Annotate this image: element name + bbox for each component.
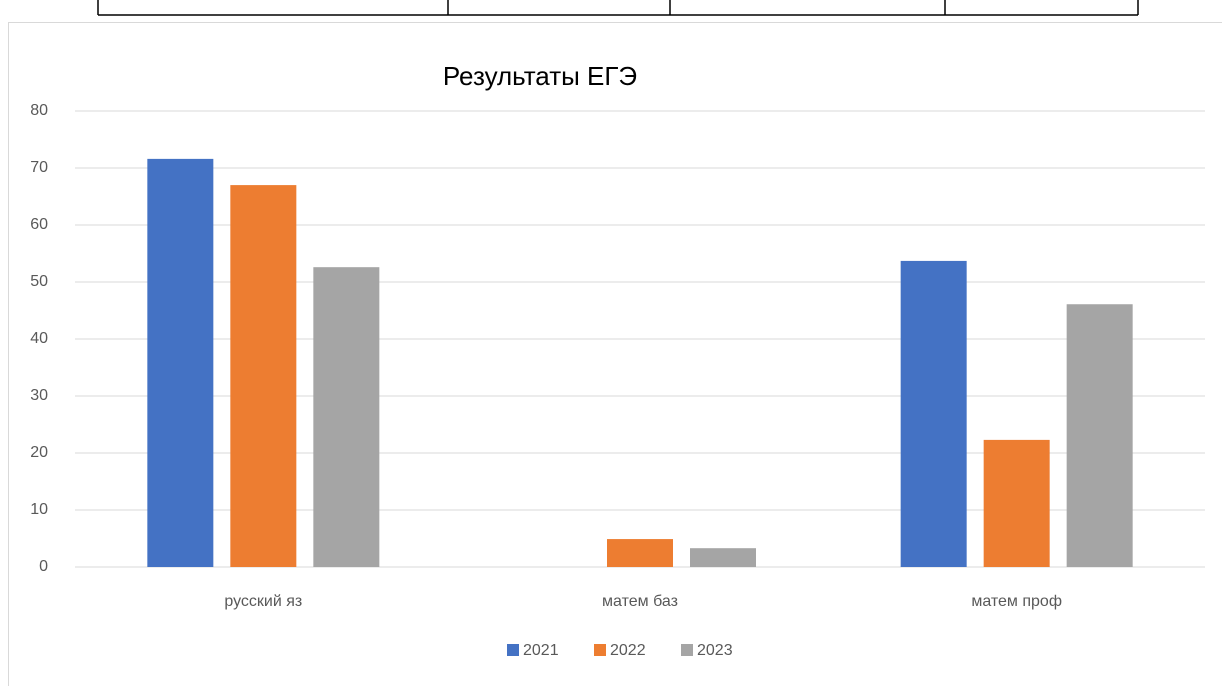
y-tick-label: 70	[30, 159, 48, 176]
legend-swatch	[594, 644, 606, 656]
y-tick-label: 40	[30, 330, 48, 347]
x-tick-label: матем проф	[971, 593, 1062, 610]
legend-swatch	[507, 644, 519, 656]
bar	[230, 185, 297, 567]
y-tick-label: 30	[30, 387, 48, 404]
bar	[147, 158, 214, 567]
chart-title: Результаты ЕГЭ	[443, 61, 637, 91]
bar	[607, 539, 673, 567]
bar	[690, 548, 756, 567]
legend-label: 2023	[697, 642, 733, 659]
y-tick-label: 20	[30, 444, 48, 461]
bar	[1066, 304, 1133, 567]
bar	[313, 267, 380, 567]
bar	[900, 260, 967, 567]
chart-frame	[8, 22, 1222, 686]
legend-swatch	[681, 644, 693, 656]
y-tick-label: 80	[30, 102, 48, 119]
y-tick-label: 60	[30, 216, 48, 233]
y-tick-label: 10	[30, 501, 48, 518]
legend-label: 2021	[523, 642, 559, 659]
bar	[983, 439, 1050, 567]
table-fragment	[97, 0, 1139, 16]
y-tick-label: 0	[39, 558, 48, 575]
y-tick-label: 50	[30, 273, 48, 290]
legend-label: 2022	[610, 642, 646, 659]
x-tick-label: русский яз	[224, 593, 302, 610]
x-tick-label: матем баз	[602, 593, 678, 610]
